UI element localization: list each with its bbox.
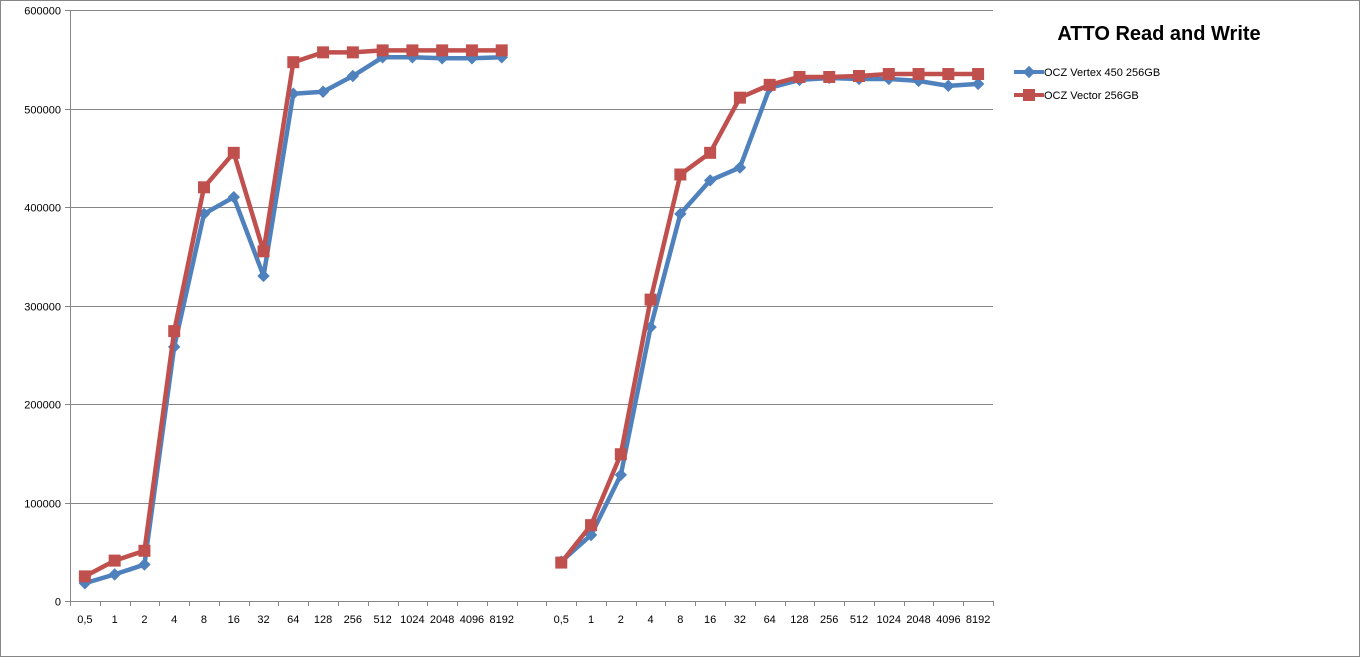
x-tick-label: 32 [257, 614, 269, 626]
x-tick-label: 2 [141, 614, 147, 626]
data-point [227, 146, 240, 159]
y-tick-label: 400000 [24, 203, 61, 215]
data-point [108, 554, 121, 567]
x-tick-label: 1 [112, 614, 118, 626]
data-point [882, 68, 895, 81]
data-point [614, 448, 627, 461]
series-line [82, 48, 504, 579]
y-axis-ticks: 0 100000 200000 300000 400000 500000 600000 [24, 6, 61, 609]
data-point [197, 181, 210, 194]
x-tick-label: 0,5 [77, 614, 92, 626]
y-tick-label: 600000 [24, 6, 61, 18]
data-point [614, 468, 628, 482]
data-point [257, 269, 270, 283]
data-point [733, 161, 747, 174]
x-tick-label: 4 [648, 614, 654, 626]
x-tick-label: 32 [734, 614, 746, 626]
axes [65, 10, 994, 606]
legend-label: OCZ Vector 256GB [1044, 90, 1139, 102]
legend: OCZ Vertex 450 256GB OCZ Vector 256GB [1014, 65, 1160, 102]
data-point [346, 46, 359, 59]
data-point [644, 293, 657, 306]
x-tick-label: 2048 [430, 614, 454, 626]
x-tick-label: 1 [588, 614, 594, 626]
data-point [495, 44, 508, 57]
data-point [704, 146, 717, 159]
x-tick-label: 64 [287, 614, 299, 626]
x-tick-label: 128 [790, 614, 808, 626]
data-point [376, 44, 389, 57]
x-tick-label: 512 [373, 614, 391, 626]
x-axis-ticks: 0,5 1 2 4 8 16 32 64 128 256 512 1024 2048 4096 8192 0,… [77, 614, 990, 626]
x-tick-label: 512 [850, 614, 868, 626]
data-point [257, 245, 270, 258]
data-point [972, 68, 985, 81]
x-tick-label: 4096 [460, 614, 484, 626]
data-point [138, 558, 151, 571]
data-point [406, 44, 419, 57]
y-tick-label: 100000 [24, 499, 61, 511]
legend-marker [1023, 89, 1035, 101]
x-tick-label: 64 [764, 614, 776, 626]
y-tick-label: 200000 [24, 400, 61, 412]
x-tick-label: 8 [677, 614, 683, 626]
series-line [559, 75, 981, 564]
data-point [971, 77, 985, 91]
x-tick-label: 16 [704, 614, 716, 626]
data-point [674, 168, 687, 181]
grid-lines [70, 10, 993, 504]
chart-title: ATTO Read and Write [1057, 23, 1260, 45]
x-tick-label: 1024 [877, 614, 901, 626]
x-tick-label: 2048 [906, 614, 930, 626]
data-point [585, 519, 598, 532]
y-tick-label: 0 [55, 597, 61, 609]
series-lines [78, 44, 985, 590]
data-point [823, 70, 836, 83]
data-point [346, 69, 360, 83]
data-point [465, 44, 478, 57]
data-point [555, 556, 568, 569]
series-line [559, 71, 981, 565]
x-tick-label: 16 [228, 614, 240, 626]
x-tick-label: 1024 [400, 614, 424, 626]
x-tick-label: 4096 [936, 614, 960, 626]
data-point [733, 91, 746, 104]
legend-item: OCZ Vector 256GB [1014, 89, 1139, 102]
legend-marker [1022, 65, 1036, 79]
data-point [763, 78, 776, 91]
data-point [942, 79, 955, 93]
x-tick-label: 256 [820, 614, 838, 626]
x-tick-label: 256 [344, 614, 362, 626]
data-point [108, 568, 121, 581]
data-point [436, 44, 449, 57]
series-line [82, 55, 504, 586]
y-tick-label: 500000 [24, 105, 61, 117]
data-point [942, 68, 955, 81]
data-point [793, 70, 806, 83]
data-point [853, 69, 866, 82]
x-tick-label: 128 [314, 614, 332, 626]
data-point [138, 544, 151, 557]
data-point [317, 46, 330, 59]
x-tick-label: 8192 [966, 614, 990, 626]
series-vertex-450 [78, 51, 985, 590]
x-tick-label: 8 [201, 614, 207, 626]
legend-item: OCZ Vertex 450 256GB [1014, 65, 1160, 79]
series-vector [78, 44, 985, 583]
y-tick-label: 300000 [24, 302, 61, 314]
data-point [316, 85, 330, 98]
x-tick-label: 0,5 [554, 614, 569, 626]
data-point [227, 190, 240, 204]
legend-label: OCZ Vertex 450 256GB [1044, 67, 1160, 79]
x-tick-label: 8192 [489, 614, 513, 626]
x-tick-label: 2 [618, 614, 624, 626]
x-tick-label: 4 [171, 614, 177, 626]
data-point [287, 56, 300, 69]
data-point [168, 325, 181, 338]
data-point [703, 174, 717, 187]
data-point [912, 68, 925, 81]
data-point [78, 570, 91, 583]
data-point [674, 207, 687, 221]
